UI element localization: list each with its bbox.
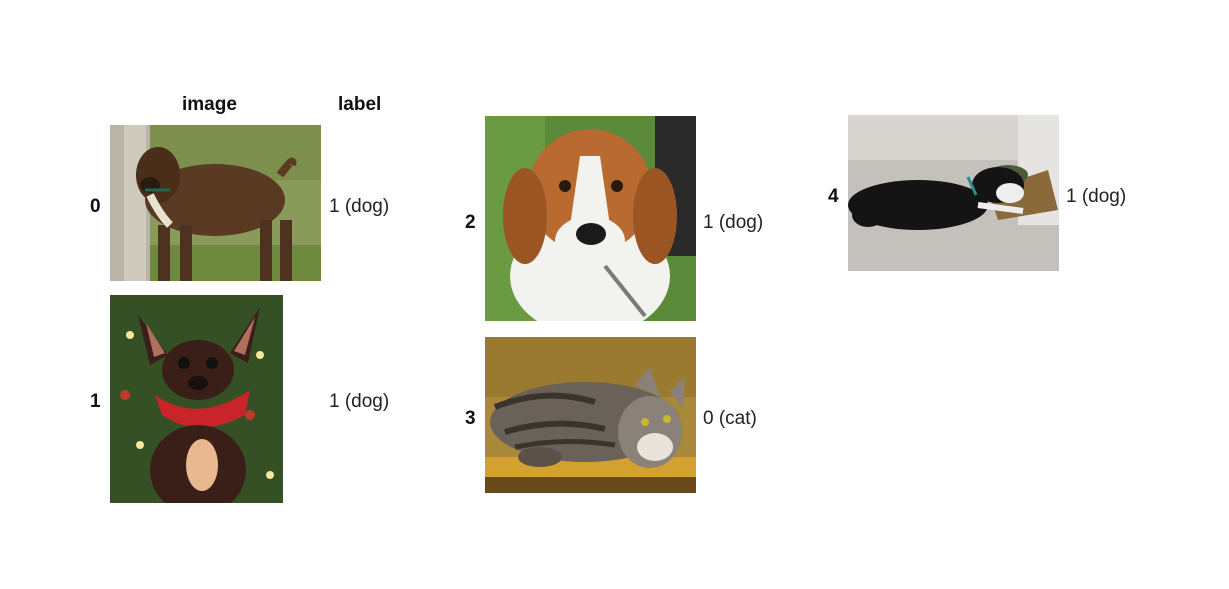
row-label-1: 1 (dog) xyxy=(329,391,390,412)
row-label-3: 0 (cat) xyxy=(703,408,757,429)
column-header-label: label xyxy=(338,94,382,115)
row-index-4: 4 xyxy=(828,186,839,207)
column-header-image: image xyxy=(182,94,237,115)
row-label-0: 1 (dog) xyxy=(329,196,390,217)
row-label-4: 1 (dog) xyxy=(1066,186,1127,207)
brindle-boxer-dog-image xyxy=(110,125,321,281)
row-index-1: 1 xyxy=(90,391,101,412)
black-white-dog-image xyxy=(848,115,1059,271)
chihuahua-dog-image xyxy=(110,295,283,503)
beagle-dog-image xyxy=(485,116,696,321)
row-index-3: 3 xyxy=(465,408,476,429)
row-label-2: 1 (dog) xyxy=(703,212,764,233)
row-index-0: 0 xyxy=(90,196,101,217)
tabby-cat-image xyxy=(485,337,696,493)
row-index-2: 2 xyxy=(465,212,476,233)
